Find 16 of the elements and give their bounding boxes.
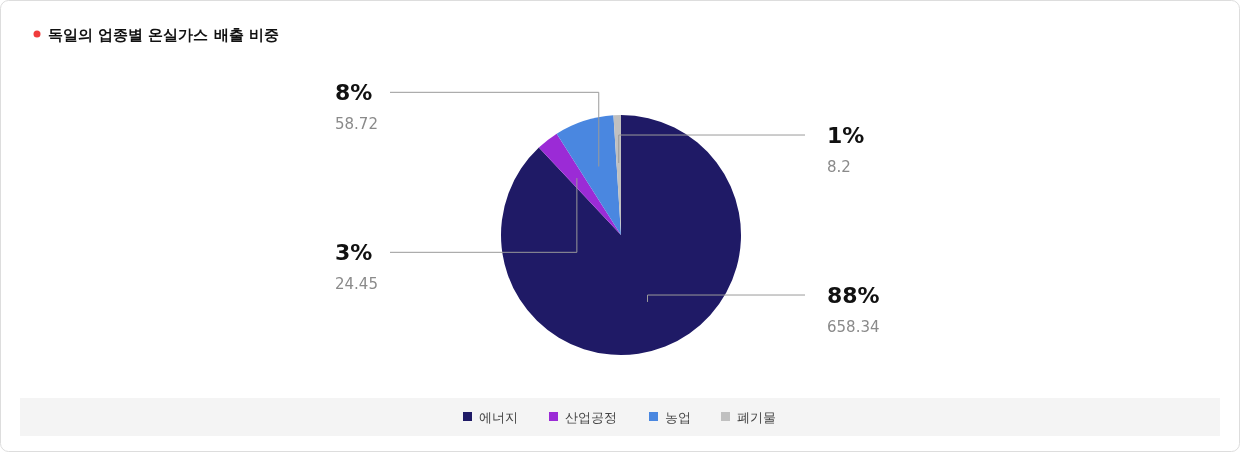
pie-slice [501, 115, 741, 355]
legend-label: 산업공정 [565, 409, 617, 425]
legend-label: 에너지 [479, 409, 518, 425]
data-label: 1% [827, 123, 865, 149]
data-label: 88% [827, 283, 880, 309]
legend-label: 폐기물 [737, 409, 776, 425]
text: 24.45 [335, 275, 378, 294]
text: 8.2 [827, 158, 851, 177]
pie-slice [538, 133, 621, 235]
text: 658.34 [827, 318, 880, 337]
pie-slice [556, 115, 621, 235]
legend-label: 농업 [665, 409, 691, 425]
data-label: 8% [335, 80, 373, 106]
text: 독일의 업종별 온실가스 배출 비중 [48, 25, 279, 44]
text: 58.72 [335, 115, 378, 134]
data-label: 3% [335, 240, 373, 266]
